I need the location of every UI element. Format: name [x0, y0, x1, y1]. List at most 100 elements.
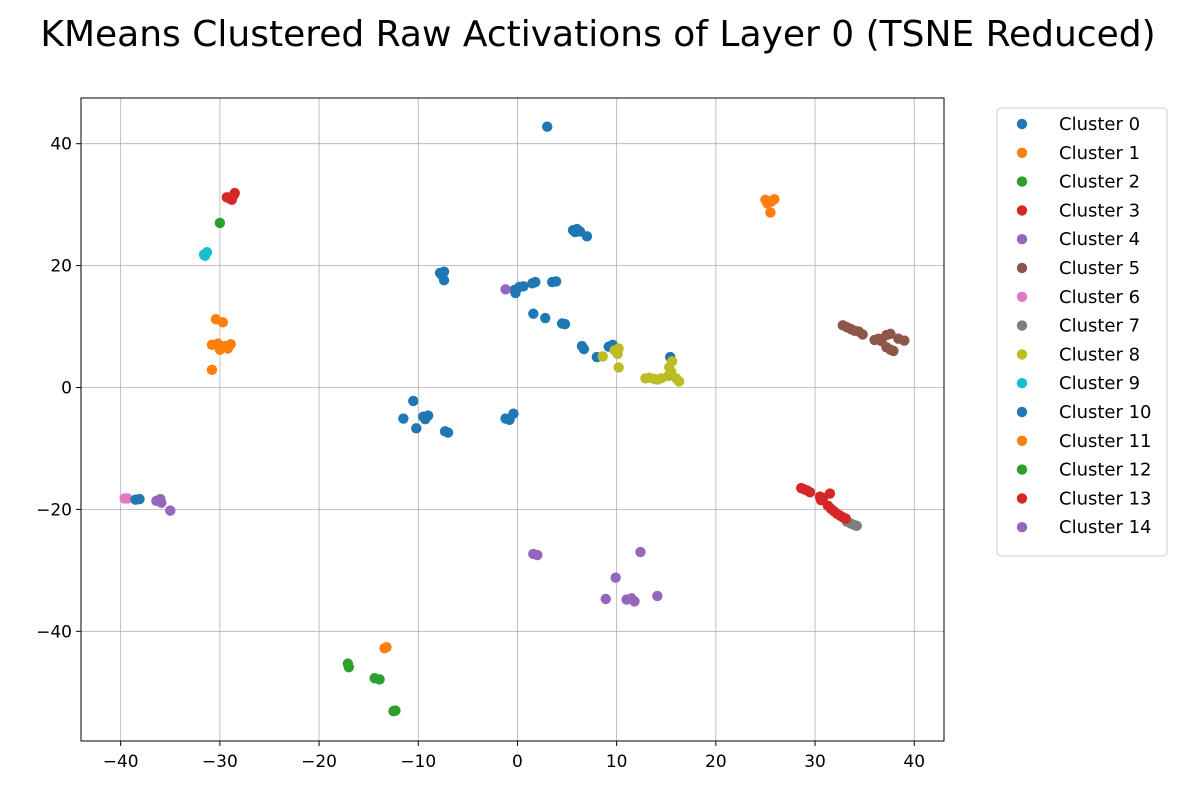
legend-marker: [1016, 378, 1028, 389]
data-point: [824, 488, 836, 499]
x-tick-label: 10: [606, 752, 628, 772]
data-point: [581, 231, 593, 242]
x-tick-label: −40: [103, 752, 139, 772]
legend-label: Cluster 4: [1059, 229, 1140, 250]
data-point: [438, 275, 450, 286]
data-point: [518, 281, 529, 292]
data-point: [600, 593, 611, 605]
data-point: [374, 674, 385, 685]
chart-title: KMeans Clustered Raw Activations of Laye…: [40, 14, 1155, 55]
legend-marker: [1016, 435, 1028, 446]
legend-item: Cluster 1: [1016, 143, 1140, 164]
legend-marker: [1016, 464, 1028, 475]
legend-item: Cluster 6: [1016, 287, 1140, 308]
x-tick-label: −20: [301, 752, 337, 772]
data-point: [804, 487, 816, 498]
data-points: [119, 121, 910, 717]
legend-label: Cluster 10: [1059, 402, 1152, 423]
legend-item: Cluster 12: [1016, 460, 1152, 481]
series-cluster-3: [221, 187, 240, 205]
legend: Cluster 0 Cluster 1 Cluster 2 Cluster 3 Clus…: [996, 107, 1168, 557]
legend-label: Cluster 0: [1059, 114, 1140, 135]
grid: [81, 98, 944, 741]
data-point: [540, 312, 551, 324]
legend-item: Cluster 10: [1016, 402, 1152, 423]
data-point: [508, 408, 519, 419]
x-tick-label: 20: [705, 752, 727, 772]
data-point: [222, 343, 234, 354]
y-tick-label: 40: [50, 135, 72, 155]
y-tick-label: 0: [61, 379, 72, 399]
legend-marker: [1016, 234, 1028, 245]
legend-box: [996, 107, 1168, 557]
data-point: [635, 546, 646, 558]
data-point: [769, 193, 780, 205]
legend-marker: [1016, 522, 1028, 533]
data-point: [578, 343, 590, 355]
x-tick-label: −30: [202, 752, 238, 772]
legend-label: Cluster 9: [1059, 373, 1140, 394]
series-cluster-10: [130, 395, 519, 505]
legend-marker: [1016, 176, 1028, 187]
data-point: [214, 217, 226, 229]
data-point: [597, 351, 608, 362]
legend-item: Cluster 8: [1016, 344, 1140, 365]
data-point: [559, 318, 571, 330]
plot-frame: [80, 97, 945, 742]
series-cluster-13: [795, 482, 851, 524]
data-point: [398, 413, 409, 424]
x-tick-label: 0: [512, 752, 523, 772]
data-point: [629, 596, 640, 607]
data-point: [652, 590, 663, 602]
x-tick-label: 30: [804, 752, 826, 772]
legend-label: Cluster 14: [1059, 517, 1152, 538]
data-point: [673, 376, 685, 387]
data-point: [411, 423, 422, 434]
data-point: [420, 413, 431, 425]
y-tick-label: −40: [36, 622, 72, 642]
data-point: [815, 495, 827, 506]
data-point: [214, 344, 226, 355]
legend-label: Cluster 6: [1059, 287, 1140, 308]
legend-item: Cluster 5: [1016, 258, 1140, 279]
series-cluster-0: [434, 121, 676, 363]
legend-label: Cluster 13: [1059, 488, 1152, 509]
series-cluster-6: [119, 493, 133, 504]
data-point: [408, 395, 419, 407]
data-point: [221, 192, 233, 203]
legend-marker: [1016, 320, 1028, 331]
series-cluster-1: [760, 193, 780, 218]
data-point: [857, 329, 868, 340]
data-point: [500, 284, 511, 295]
legend-item: Cluster 11: [1016, 431, 1152, 452]
legend-item: Cluster 2: [1016, 172, 1140, 193]
series-cluster-11: [206, 314, 392, 654]
data-point: [610, 572, 621, 583]
data-point: [613, 343, 624, 354]
series-cluster-9: [198, 246, 213, 262]
legend-item: Cluster 14: [1016, 517, 1152, 538]
x-axis: −40 −30 −20 −10 0 10 20 30 40: [103, 741, 925, 772]
data-point: [888, 345, 899, 357]
legend-item: Cluster 0: [1016, 114, 1140, 135]
legend-marker: [1016, 118, 1028, 130]
data-point: [199, 250, 211, 262]
legend-item: Cluster 3: [1016, 200, 1140, 221]
legend-item: Cluster 4: [1016, 229, 1140, 250]
legend-item: Cluster 7: [1016, 316, 1140, 337]
data-point: [765, 207, 776, 218]
legend-label: Cluster 5: [1059, 258, 1140, 279]
legend-label: Cluster 8: [1059, 344, 1140, 365]
data-point: [885, 328, 896, 340]
data-point: [613, 362, 624, 373]
x-tick-label: −10: [400, 752, 436, 772]
legend-marker: [1016, 147, 1028, 158]
data-point: [165, 505, 176, 516]
series-cluster-5: [837, 320, 910, 357]
legend-marker: [1016, 493, 1028, 504]
legend-marker: [1016, 291, 1028, 302]
data-point: [569, 226, 581, 238]
y-tick-label: 20: [50, 257, 72, 277]
